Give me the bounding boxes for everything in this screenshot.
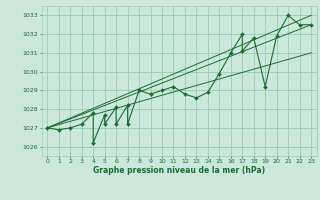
X-axis label: Graphe pression niveau de la mer (hPa): Graphe pression niveau de la mer (hPa) [93, 166, 265, 175]
